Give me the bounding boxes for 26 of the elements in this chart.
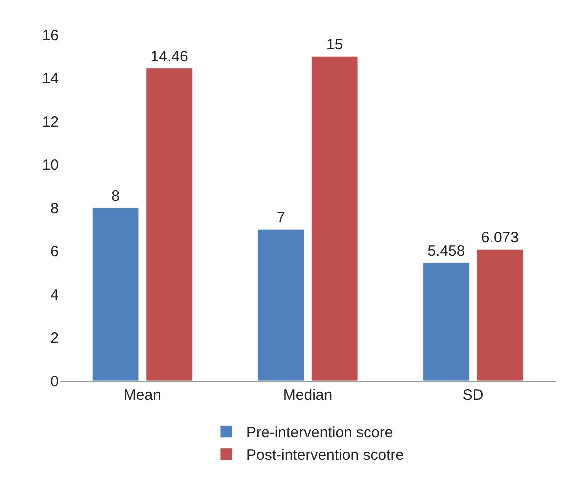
y-tick-label: 2 bbox=[50, 330, 59, 347]
bar bbox=[476, 249, 524, 381]
y-tick-label: 4 bbox=[50, 286, 59, 304]
bar bbox=[146, 68, 193, 381]
x-tick-label: Mean bbox=[124, 387, 162, 404]
y-tick-label: 8 bbox=[50, 200, 59, 218]
bar bbox=[258, 229, 305, 381]
y-tick-label: 12 bbox=[42, 114, 59, 131]
y-tick-label: 6 bbox=[50, 244, 59, 260]
bar bbox=[311, 56, 358, 381]
data-label: 6.073 bbox=[481, 230, 519, 247]
x-tick-label: Median bbox=[283, 387, 333, 404]
x-tick-label: SD bbox=[462, 387, 484, 404]
data-label: 8 bbox=[112, 188, 120, 205]
data-label: 5.458 bbox=[428, 242, 466, 260]
legend-label: Post-intervention scotre bbox=[246, 447, 404, 464]
y-tick-label: 14 bbox=[42, 70, 59, 88]
bar bbox=[423, 262, 470, 381]
bar bbox=[92, 208, 140, 381]
y-tick-label: 0 bbox=[50, 373, 59, 390]
data-label: 15 bbox=[326, 36, 344, 54]
legend-label: Pre-intervention score bbox=[246, 424, 394, 442]
data-label: 14.46 bbox=[150, 48, 188, 66]
y-tick-label: 10 bbox=[42, 157, 59, 174]
data-label: 7 bbox=[276, 210, 286, 227]
y-tick-label: 16 bbox=[42, 27, 59, 44]
